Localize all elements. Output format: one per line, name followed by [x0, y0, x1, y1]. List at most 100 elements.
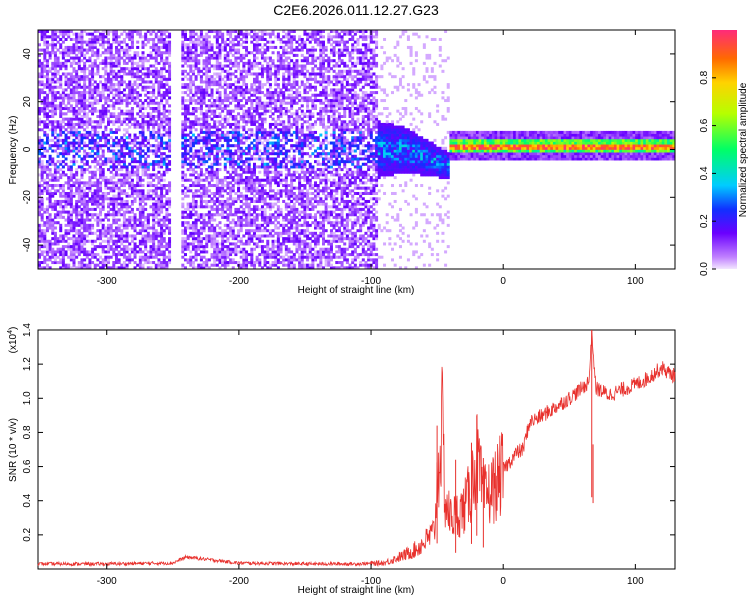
spectrogram-cell — [223, 266, 227, 270]
spectrogram-cell — [168, 253, 172, 257]
spectrogram-cell — [226, 253, 230, 257]
spectrogram-cell — [226, 184, 230, 188]
spectrogram-cell — [226, 245, 230, 249]
spectrogram-cell — [72, 226, 76, 230]
spectrogram-cell — [146, 138, 150, 142]
spectrogram-cell — [181, 56, 185, 60]
spectrogram-cell — [226, 59, 230, 63]
spectrogram-cell — [38, 160, 41, 164]
spectrogram-cell — [247, 136, 251, 140]
spectrogram-cell — [242, 112, 246, 116]
spectrogram-cell — [160, 160, 164, 164]
spectrogram-cell — [69, 96, 73, 100]
spectrogram-cell — [181, 191, 185, 195]
spectrogram-cell — [194, 91, 198, 95]
spectrogram-cell — [91, 48, 95, 52]
spectrogram-cell — [231, 261, 235, 265]
spectrogram-cell — [268, 157, 272, 161]
spectrogram-cell — [69, 75, 73, 79]
spectrogram-cell — [112, 189, 116, 193]
spectrogram-cell — [186, 45, 190, 49]
spectrogram-cell — [266, 261, 270, 265]
spectrogram-cell — [122, 99, 126, 103]
spectrogram-cell — [38, 247, 41, 251]
spectrogram-cell — [85, 234, 89, 238]
spectrogram-cell — [252, 37, 256, 41]
spectrogram-cell — [56, 72, 60, 76]
spectrogram-cell — [160, 242, 164, 246]
spectrogram-cell — [88, 186, 92, 190]
spectrogram-cell — [205, 261, 209, 265]
spectrogram-cell — [43, 149, 47, 153]
spectrogram-cell — [237, 189, 241, 193]
spectrogram-cell — [144, 160, 148, 164]
spectrogram-cell — [239, 149, 243, 153]
spectrogram-cell — [138, 165, 142, 169]
spectrogram-cell — [125, 237, 129, 241]
spectrogram-cell — [191, 181, 195, 185]
spectrogram-cell — [207, 176, 211, 180]
spectrogram-cell — [205, 189, 209, 193]
spectrogram-cell — [189, 30, 193, 34]
spectrogram-cell — [136, 104, 140, 108]
spectrogram-cell — [255, 130, 259, 134]
spectrogram-cell — [255, 199, 259, 203]
spectrogram-cell — [107, 186, 111, 190]
spectrogram-cell — [72, 210, 76, 214]
spectrogram-cell — [202, 91, 206, 95]
spectrogram-cell — [51, 35, 55, 39]
spectrogram-cell — [215, 184, 219, 188]
spectrogram-cell — [101, 178, 105, 182]
spectrogram-cell — [99, 154, 103, 158]
spectrogram-cell — [45, 218, 49, 222]
spectrogram-cell — [144, 80, 148, 84]
spectrogram-cell — [189, 67, 193, 71]
spectrogram-cell — [223, 64, 227, 68]
spectrogram-cell — [88, 184, 92, 188]
spectrogram-cell — [138, 205, 142, 209]
spectrogram-cell — [266, 245, 270, 249]
spectrogram-cell — [114, 157, 118, 161]
spectrogram-cell — [130, 154, 134, 158]
spectrogram-cell — [107, 205, 111, 209]
spectrogram-cell — [109, 213, 113, 217]
spectrogram-cell — [64, 59, 68, 63]
spectrogram-cell — [130, 83, 134, 87]
spectrogram-cell — [67, 83, 71, 87]
spectrogram-cell — [149, 213, 153, 217]
spectrogram-cell — [122, 215, 126, 219]
spectrogram-cell — [64, 197, 68, 201]
spectrogram-cell — [80, 258, 84, 262]
spectrogram-cell — [146, 191, 150, 195]
spectrogram-cell — [96, 101, 100, 105]
spectrogram-cell — [194, 138, 198, 142]
spectrogram-cell — [183, 91, 187, 95]
spectrogram-cell — [258, 253, 262, 257]
spectrogram-cell — [88, 213, 92, 217]
spectrogram-cell — [205, 160, 209, 164]
spectrogram-cell — [133, 51, 137, 55]
spectrogram-cell — [69, 170, 73, 174]
spectrogram-cell — [40, 184, 44, 188]
spectrogram-cell — [215, 149, 219, 153]
spectrogram-cell — [125, 152, 129, 156]
spectrogram-cell — [157, 154, 161, 158]
spectrogram-cell — [114, 35, 118, 39]
spectrogram-cell — [268, 218, 272, 222]
spectrogram-cell — [266, 104, 270, 108]
spectrogram-cell — [136, 218, 140, 222]
spectrogram-cell — [252, 168, 256, 172]
spectrogram-cell — [80, 85, 84, 89]
spectrogram-cell — [162, 229, 166, 233]
spectrogram-cell — [210, 234, 214, 238]
spectrogram-cell — [207, 213, 211, 217]
spectrogram-cell — [162, 85, 166, 89]
spectrogram-cell — [136, 141, 140, 145]
spectrogram-cell — [205, 51, 209, 55]
spectrogram-cell — [120, 56, 124, 60]
spectrogram-cell — [250, 128, 254, 132]
spectrogram-cell — [199, 237, 203, 241]
spectrogram-cell — [83, 157, 87, 161]
spectrogram-cell — [133, 61, 137, 65]
spectrogram-cell — [234, 253, 238, 257]
